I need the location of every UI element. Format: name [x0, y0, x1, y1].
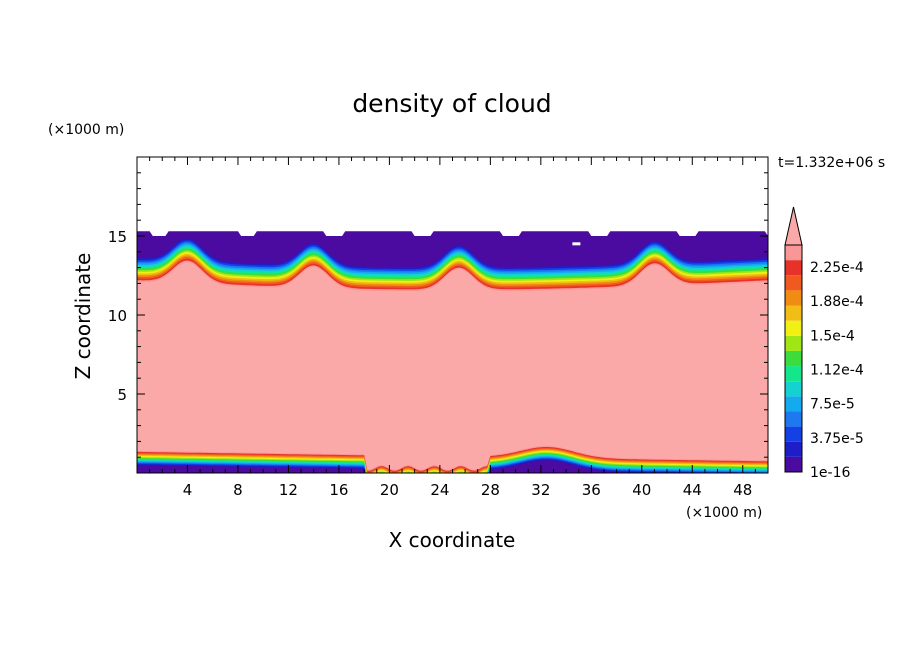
y-ticks: 5 10 15 [108, 172, 768, 458]
colorbar-swatch [785, 411, 802, 427]
x-tick-label: 28 [481, 481, 500, 499]
colorbar-swatch [785, 335, 802, 351]
y-axis-label: Z coordinate [71, 253, 95, 380]
y-unit-label: (×1000 m) [48, 122, 124, 138]
colorbar-label: 1.12e-4 [810, 363, 864, 379]
colorbar-swatch [785, 396, 802, 412]
colorbar: 2.25e-4 1.88e-4 1.5e-4 1.12e-4 7.5e-5 3.75e-5… [784, 206, 864, 481]
colorbar-swatch [785, 441, 802, 457]
colorbar-label: 1.5e-4 [810, 328, 855, 344]
colorbar-swatch [785, 381, 802, 397]
colorbar-label: 2.25e-4 [810, 260, 864, 276]
colorbar-frame [784, 244, 803, 473]
colorbar-swatch [785, 305, 802, 321]
density-field [137, 231, 768, 473]
time-label: t=1.332e+06 s [778, 155, 885, 171]
x-tick-label: 8 [233, 481, 243, 499]
colorbar-swatch [785, 366, 802, 382]
y-tick-label: 5 [117, 386, 127, 404]
colorbar-swatch [785, 275, 802, 291]
chart-title: density of cloud [352, 89, 551, 118]
x-tick-label: 16 [329, 481, 348, 499]
colorbar-label: 3.75e-5 [810, 431, 864, 447]
x-tick-label: 36 [582, 481, 601, 499]
colorbar-label: 1e-16 [810, 465, 850, 481]
colorbar-swatch [785, 320, 802, 336]
colorbar-swatch [785, 456, 802, 472]
x-tick-label: 32 [531, 481, 550, 499]
x-tick-label: 40 [632, 481, 651, 499]
x-tick-label: 24 [430, 481, 449, 499]
x-tick-label: 12 [279, 481, 298, 499]
colorbar-swatch [785, 245, 802, 261]
x-tick-label: 48 [733, 481, 752, 499]
colorbar-swatch [785, 260, 802, 276]
cloud-core [137, 262, 768, 473]
x-axis-label: X coordinate [389, 528, 516, 552]
x-ticks: 4 8 12 16 20 24 28 32 36 40 44 48 [149, 157, 756, 499]
y-tick-label: 15 [108, 228, 127, 246]
colorbar-over-arrow [784, 206, 803, 246]
x-tick-label: 4 [183, 481, 193, 499]
ground-band [137, 461, 768, 473]
clear-gap [572, 242, 581, 246]
colorbar-label: 1.88e-4 [810, 294, 864, 310]
colorbar-swatch [785, 350, 802, 367]
colorbar-swatch [785, 290, 802, 306]
colorbar-label: 7.5e-5 [810, 397, 855, 413]
x-tick-label: 44 [683, 481, 702, 499]
x-unit-label: (×1000 m) [686, 505, 762, 521]
colorbar-swatch [785, 426, 802, 442]
x-tick-label: 20 [380, 481, 399, 499]
y-tick-label: 10 [108, 307, 127, 325]
